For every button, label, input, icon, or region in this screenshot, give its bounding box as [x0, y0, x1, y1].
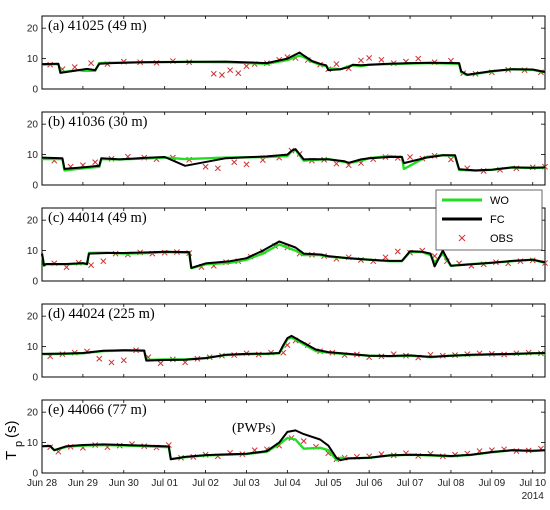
x-tick-label: Jul 02	[192, 478, 219, 489]
x-tick-label: Jul 09	[478, 478, 505, 489]
panel-1: 0 10 20 (b) 41036 (30 m)	[27, 111, 548, 192]
obs-point	[382, 254, 389, 261]
y-axis-label-main: T	[3, 451, 20, 460]
y-tick-label: 20	[27, 312, 39, 323]
obs-point	[88, 262, 95, 269]
obs-point	[71, 64, 78, 71]
y-tick-label: 10	[27, 342, 39, 353]
y-tick-label: 10	[27, 54, 39, 65]
legend-label-fc: FC	[490, 214, 505, 226]
obs-point	[92, 159, 99, 166]
legend-obs-marker	[458, 234, 466, 242]
panel-0: 0 10 20 (a) 41025 (49 m)	[27, 15, 546, 96]
panel-3: 0 10 20 (d) 44024 (225 m)	[27, 303, 546, 384]
series-fc-line	[41, 51, 546, 76]
legend-swatch-obs	[458, 234, 466, 242]
obs-point	[366, 55, 373, 61]
obs-point	[120, 357, 127, 364]
x-tick-label: Jul 06	[356, 478, 383, 489]
y-tick-label: 10	[27, 150, 39, 161]
y-tick-label: 20	[27, 120, 39, 131]
x-tick-label: Jun 30	[109, 478, 139, 489]
panel-frame	[41, 15, 546, 90]
y-tick-label: 0	[32, 373, 38, 384]
obs-point	[231, 159, 238, 166]
obs-point	[259, 157, 266, 164]
obs-point	[300, 438, 307, 445]
obs-point	[407, 154, 414, 160]
x-year-label: 2014	[522, 491, 545, 502]
y-tick-label: 0	[32, 469, 38, 480]
obs-point	[108, 359, 115, 366]
x-tick-label: Jul 07	[397, 478, 424, 489]
x-tick-label: Jul 08	[438, 478, 465, 489]
obs-point	[235, 70, 242, 77]
legend: WO FC OBS	[435, 189, 543, 251]
obs-point	[214, 165, 221, 172]
obs-point	[394, 248, 401, 255]
x-tick-label: Jun 28	[27, 478, 57, 489]
y-tick-label: 10	[27, 246, 39, 257]
obs-point	[96, 355, 103, 362]
obs-point	[333, 61, 340, 68]
obs-point	[378, 56, 385, 63]
y-tick-label: 0	[32, 277, 38, 288]
x-tick-label: Jul 04	[274, 478, 301, 489]
obs-point	[447, 156, 454, 163]
panel-title: (a) 41025 (49 m)	[48, 18, 147, 34]
x-tick-label: Jul 05	[315, 478, 342, 489]
y-tick-label: 20	[27, 408, 39, 419]
y-axis-label-unit: (s)	[3, 421, 20, 439]
obs-point	[218, 72, 225, 78]
series-fc-line	[41, 240, 546, 269]
y-tick-label: 0	[32, 181, 38, 192]
y-tick-label: 10	[27, 438, 39, 449]
x-tick-label: Jul 03	[233, 478, 260, 489]
panel-title: (e) 44066 (77 m)	[48, 402, 147, 418]
panel-title: (c) 44014 (49 m)	[48, 210, 147, 226]
obs-point	[358, 57, 364, 64]
obs-point	[88, 60, 95, 67]
annotation-pwps: (PWPs)	[232, 421, 276, 436]
y-axis-label-sub: p	[13, 441, 25, 447]
obs-point	[210, 70, 217, 77]
y-tick-label: 20	[27, 24, 39, 35]
y-tick-label: 0	[32, 85, 38, 96]
obs-point	[227, 67, 234, 74]
y-tick-label: 20	[27, 216, 39, 227]
obs-point	[415, 55, 422, 62]
series-fc-line	[41, 429, 546, 462]
x-tick-label: Jun 29	[68, 478, 98, 489]
obs-point	[63, 264, 70, 271]
legend-label-obs: OBS	[490, 233, 513, 245]
panel-frame	[41, 303, 546, 378]
obs-point	[157, 360, 164, 367]
series-fc-line	[41, 148, 546, 172]
obs-point	[243, 63, 250, 70]
panel-4: 0 10 20 (e) 44066 (77 m)	[27, 399, 546, 480]
series-fc-line	[41, 334, 546, 362]
obs-point	[202, 163, 209, 170]
legend-label-wo: WO	[490, 195, 509, 207]
x-axis: Jun 28 Jun 29 Jun 30 Jul 01 Jul 02 Jul 03 Jul …	[27, 478, 547, 502]
x-tick-label: Jul 10	[519, 478, 546, 489]
panel-title: (d) 44024 (225 m)	[48, 306, 155, 322]
y-axis-label: T p (s)	[3, 421, 25, 461]
obs-point	[243, 161, 250, 168]
obs-point	[100, 258, 107, 265]
x-tick-label: Jul 01	[151, 478, 178, 489]
panel-title: (b) 41036 (30 m)	[48, 114, 148, 130]
